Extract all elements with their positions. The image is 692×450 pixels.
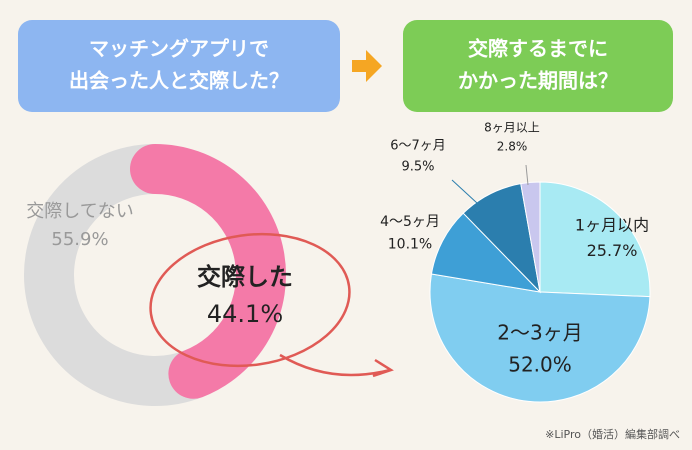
value-label: 44.1% — [207, 300, 283, 328]
category-label: 交際してない — [26, 201, 133, 222]
leader-line — [525, 164, 529, 186]
value-label: 9.5% — [401, 159, 434, 174]
pie-slice — [520, 181, 541, 293]
donut-segment — [24, 144, 203, 406]
value-label: 2.8% — [497, 140, 528, 154]
pie-slice — [429, 273, 651, 403]
source-note: ※LiPro（婚活）編集部調べ — [545, 427, 680, 441]
left-title-box — [18, 20, 340, 112]
category-label: 1ヶ月以内 — [575, 216, 649, 235]
category-label: 6〜7ヶ月 — [390, 139, 446, 154]
title-line: 出会った人と交際した？ — [69, 69, 289, 93]
value-label: 10.1% — [388, 236, 432, 252]
donut-segment — [130, 144, 286, 399]
right-title-box — [403, 20, 673, 112]
arrow-doodle — [279, 353, 394, 378]
charts: 交際した 44.1% 交際してない 55.9% 1ヶ月以内 25.7% 2〜3ヶ月 52.0%… — [24, 121, 651, 406]
value-label: 52.0% — [508, 353, 572, 377]
category-label: 交際した — [197, 263, 293, 291]
category-label: 2〜3ヶ月 — [497, 321, 582, 345]
value-label: 25.7% — [587, 241, 638, 260]
leader-line — [451, 179, 491, 216]
title-line: かかった期間は？ — [458, 69, 618, 93]
title-line: マッチングアプリで — [89, 37, 269, 61]
arrow — [352, 50, 382, 82]
value-label: 55.9% — [51, 229, 108, 250]
title-line: 交際するまでに — [468, 37, 608, 61]
pie-slice — [539, 181, 651, 298]
circle-doodle — [149, 232, 351, 368]
category-label: 8ヶ月以上 — [484, 121, 540, 135]
category-label: 4〜5ヶ月 — [380, 214, 440, 230]
